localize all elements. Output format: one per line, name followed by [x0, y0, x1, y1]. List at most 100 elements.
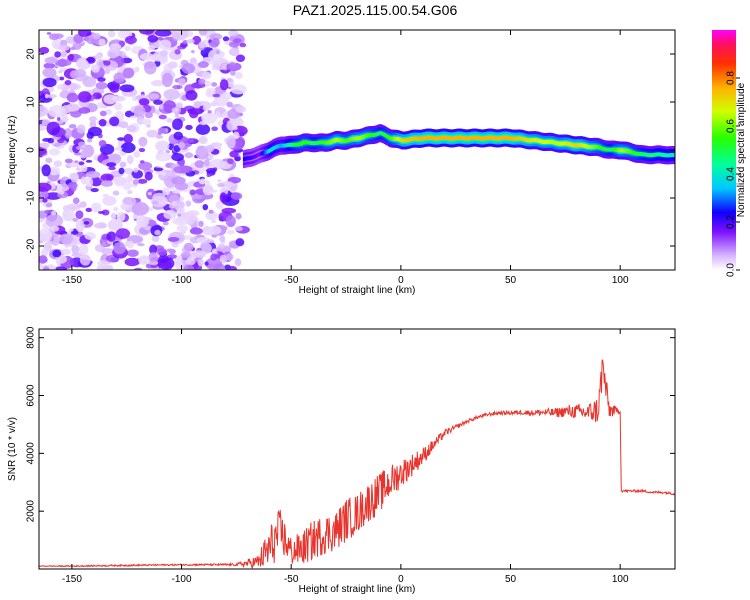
ridge-segment [524, 137, 527, 142]
ridge-segment [535, 138, 538, 143]
ridge-segment [500, 135, 504, 140]
noise-blob [189, 189, 196, 196]
ridge-segment [432, 136, 435, 141]
colorbar: 0.0 0.2 0.4 0.6 0.8 Normalized spectral ampl… [712, 30, 747, 277]
snr-xtick-label: -50 [284, 574, 299, 585]
noise-blob [102, 193, 109, 198]
noise-blob [150, 79, 166, 87]
noise-blob [77, 91, 92, 103]
noise-blob [91, 64, 100, 73]
snr-xtick-label: 100 [612, 574, 629, 585]
noise-blob [58, 70, 63, 74]
spectrogram-xtick-label: 50 [505, 275, 517, 286]
ridge-segment [652, 153, 655, 158]
ridge-segment [620, 148, 623, 153]
noise-blob [207, 155, 215, 159]
ridge-segment [390, 136, 393, 141]
noise-blob [92, 92, 103, 100]
ridge-segment [667, 153, 671, 158]
ridge-segment [527, 138, 530, 143]
noise-blob [147, 35, 159, 43]
ridge-segment [485, 135, 488, 140]
noise-blob [137, 178, 148, 184]
ridge-segment [404, 138, 408, 143]
ridge-segment [304, 140, 308, 145]
noise-blob [39, 124, 46, 131]
ridge-segment [400, 138, 404, 143]
snr-plot-area [39, 329, 675, 569]
ridge-segment [531, 138, 534, 143]
noise-blob [146, 93, 160, 100]
noise-blob [126, 174, 134, 183]
ridge-segment [300, 141, 304, 146]
ridge-segment [336, 137, 339, 142]
ridge-segment [354, 136, 358, 141]
ridge-segment [345, 138, 348, 143]
spectrogram-x-label: Height of straight line (km) [299, 285, 416, 296]
noise-blob [198, 30, 208, 36]
ridge-segment [578, 143, 581, 148]
noise-blob [43, 62, 55, 69]
noise-blob [56, 84, 64, 90]
ridge-segment [439, 136, 442, 141]
ridge-segment [487, 135, 490, 140]
ridge-segment [425, 135, 429, 140]
ridge-segment [360, 135, 363, 140]
noise-blob [148, 260, 159, 266]
ridge-segment [536, 138, 539, 143]
noise-blob [80, 164, 88, 173]
ridge-segment [474, 135, 477, 140]
noise-blob [226, 229, 235, 235]
noise-blob [48, 148, 61, 156]
noise-blob [229, 150, 239, 158]
noise-blob [44, 209, 52, 214]
noise-blob [39, 182, 52, 192]
ridge-segment [583, 143, 586, 148]
ridge-segment [499, 136, 502, 141]
ridge-segment [552, 140, 555, 145]
noise-blob [188, 215, 199, 228]
ridge-segment [373, 132, 376, 137]
ridge-segment [454, 135, 458, 140]
ridge-segment [298, 142, 301, 147]
noise-blob [162, 221, 169, 226]
ridge-segment [365, 133, 368, 138]
noise-blob [46, 121, 61, 136]
ridge-segment [261, 151, 264, 156]
noise-blob [70, 109, 82, 118]
noise-blob [53, 160, 62, 167]
noise-blob [56, 116, 61, 121]
noise-blob [43, 267, 50, 270]
ridge-segment [645, 152, 648, 157]
ridge-segment [671, 153, 675, 158]
noise-blob [71, 244, 79, 255]
noise-blob [95, 40, 100, 45]
noise-blob [156, 135, 164, 139]
noise-blob [136, 215, 150, 228]
noise-blob [225, 253, 234, 261]
noise-blob [205, 167, 217, 174]
noise-blob [39, 46, 50, 54]
noise-blob [171, 30, 189, 41]
noise-blob [92, 32, 101, 40]
ridge-segment [595, 144, 598, 149]
noise-blob [129, 115, 137, 119]
noise-blob [87, 126, 103, 137]
ridge-segment [457, 135, 460, 140]
noise-blob [45, 213, 64, 228]
noise-blob [44, 56, 58, 64]
noise-blobs [39, 30, 250, 270]
ridge-segment [302, 140, 305, 145]
ridge-segment [382, 132, 385, 137]
ridge-segment [260, 151, 263, 156]
ridge-segment [520, 136, 523, 141]
ridge-segment [654, 152, 658, 157]
ridge-segment [370, 133, 373, 138]
ridge-segment [394, 136, 397, 141]
ridge-segment [594, 144, 597, 149]
noise-blob [98, 140, 107, 148]
ridge-segment [562, 141, 565, 146]
ridge-segment [367, 133, 371, 138]
colorbar-ticks: 0.0 0.2 0.4 0.6 0.8 [726, 71, 740, 277]
ridge-segment [350, 136, 354, 141]
